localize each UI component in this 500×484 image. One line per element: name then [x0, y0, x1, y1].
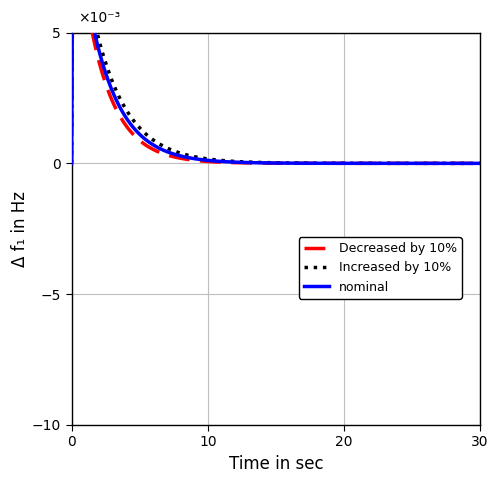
nominal: [68, 160, 74, 166]
Increased by 10%: [166, 146, 172, 151]
Line: Increased by 10%: Increased by 10%: [72, 0, 480, 163]
nominal: [166, 149, 172, 155]
nominal: [376, 160, 382, 166]
nominal: [254, 160, 260, 166]
Increased by 10%: [477, 160, 483, 166]
Decreased by 10%: [166, 152, 172, 158]
Legend: Decreased by 10%, Increased by 10%, nominal: Decreased by 10%, Increased by 10%, nomi…: [298, 237, 462, 299]
Decreased by 10%: [68, 160, 74, 166]
Decreased by 10%: [376, 160, 382, 166]
Decreased by 10%: [254, 160, 260, 166]
Text: ×10⁻³: ×10⁻³: [78, 11, 120, 25]
nominal: [430, 160, 436, 166]
Increased by 10%: [430, 160, 436, 166]
Line: Decreased by 10%: Decreased by 10%: [72, 0, 480, 163]
Decreased by 10%: [477, 160, 483, 166]
Increased by 10%: [376, 160, 382, 166]
Increased by 10%: [254, 159, 260, 165]
Decreased by 10%: [430, 160, 436, 166]
nominal: [477, 160, 483, 166]
Line: nominal: nominal: [72, 0, 480, 163]
Y-axis label: Δ f₁ in Hz: Δ f₁ in Hz: [11, 191, 29, 267]
nominal: [472, 160, 478, 166]
Increased by 10%: [472, 160, 478, 166]
X-axis label: Time in sec: Time in sec: [228, 455, 323, 473]
Decreased by 10%: [472, 160, 478, 166]
Increased by 10%: [68, 160, 74, 166]
